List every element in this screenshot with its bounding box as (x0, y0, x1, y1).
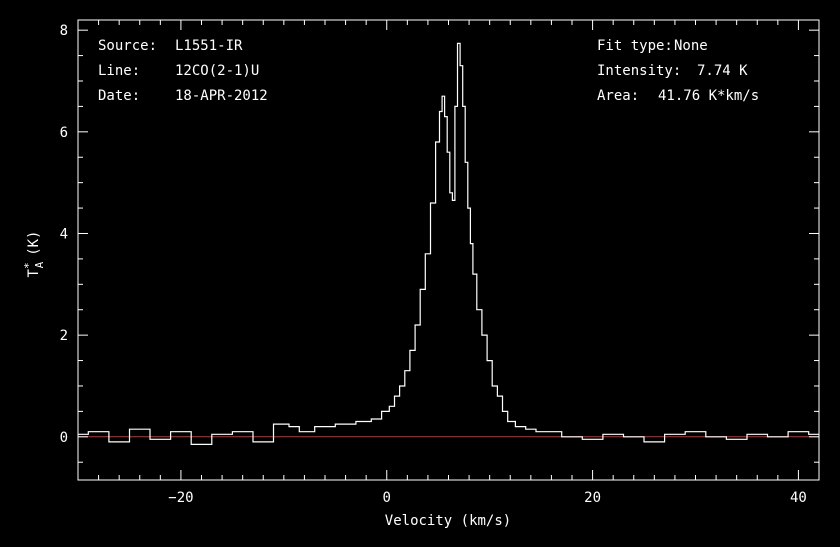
y-axis-label-sup: * (22, 262, 35, 269)
line-label: Line: (98, 63, 140, 79)
source-label: Source: (98, 38, 157, 54)
area-label: Area: (597, 88, 639, 104)
area-value: 41.76 K*km/s (658, 88, 759, 104)
date-value: 18-APR-2012 (175, 88, 268, 104)
info-panel-left: Source: L1551-IR Line: 12CO(2-1)U Date: … (98, 38, 268, 104)
info-panel-right: Fit type: None Intensity: 7.74 K Area: 4… (597, 38, 759, 104)
line-value: 12CO(2-1)U (175, 63, 259, 79)
intensity-value: 7.74 K (697, 63, 748, 79)
x-tick-label: −20 (168, 490, 193, 506)
x-tick-label: 0 (383, 490, 391, 506)
y-tick-label: 6 (60, 125, 68, 141)
y-tick-label: 4 (60, 226, 68, 242)
y-tick-label: 2 (60, 328, 68, 344)
date-label: Date: (98, 88, 140, 104)
fit-type-label: Fit type: (597, 38, 673, 54)
svg-text:T*A(K): T*A (K) (22, 231, 46, 278)
y-axis-label-unit: (K) (26, 231, 42, 256)
y-axis-label: T*A (K) (22, 231, 46, 278)
y-tick-label: 8 (60, 23, 68, 39)
y-tick-label: 0 (60, 430, 68, 446)
x-axis-label: Velocity (km/s) (385, 513, 511, 529)
intensity-label: Intensity: (597, 63, 681, 79)
fit-type-value: None (674, 38, 708, 54)
x-tick-label: 20 (584, 490, 601, 506)
y-axis-label-sub: A (33, 261, 46, 268)
x-tick-label: 40 (790, 490, 807, 506)
plot-layer (78, 42, 819, 445)
y-axis-label-main: T (26, 268, 42, 277)
source-value: L1551-IR (175, 38, 243, 54)
ticks-layer: −20 0 20 40 0 2 4 6 8 (60, 20, 820, 506)
spectrum-series-0 (78, 42, 819, 445)
